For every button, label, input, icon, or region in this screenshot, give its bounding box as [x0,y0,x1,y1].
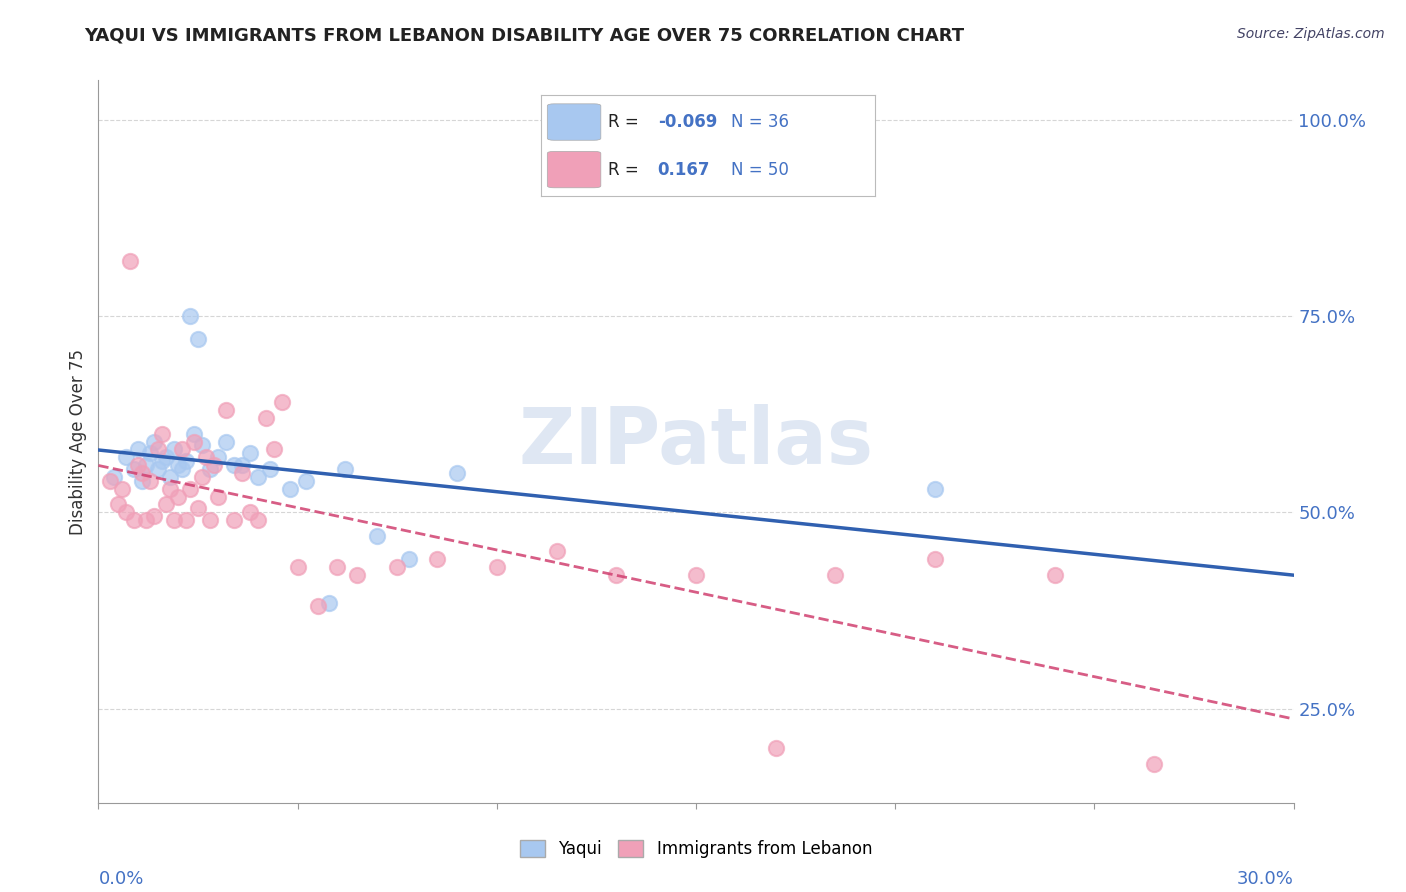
Point [98,474,122,488]
Point [254,411,277,425]
Point [143,509,166,524]
Point [167,458,190,472]
Point [231,458,253,472]
Point [139,474,162,488]
Point [685,568,707,582]
Point [187,333,209,347]
Point [824,568,846,582]
Point [215,434,238,449]
Point [446,466,468,480]
Point [924,552,946,566]
Point [135,458,157,472]
Point [207,490,229,504]
Point [115,505,138,519]
Point [335,462,357,476]
Point [222,458,245,472]
Point [172,442,194,457]
Point [1043,568,1066,582]
Legend: Yaqui, Immigrants from Lebanon: Yaqui, Immigrants from Lebanon [512,832,880,867]
Point [187,501,209,516]
Point [115,450,138,465]
Point [485,560,508,574]
Point [150,454,173,468]
Point [924,482,946,496]
Point [239,505,262,519]
Point [159,482,181,496]
Point [120,254,142,268]
Point [1143,756,1166,771]
Text: 30.0%: 30.0% [1237,870,1294,888]
Point [139,446,162,460]
Text: YAQUI VS IMMIGRANTS FROM LEBANON DISABILITY AGE OVER 75 CORRELATION CHART: YAQUI VS IMMIGRANTS FROM LEBANON DISABIL… [84,27,965,45]
Y-axis label: Disability Age Over 75: Disability Age Over 75 [69,349,87,534]
Point [287,560,309,574]
Point [231,466,253,480]
Point [294,474,316,488]
Point [366,529,388,543]
Point [103,470,125,484]
Point [179,482,201,496]
Point [426,552,449,566]
Point [172,462,194,476]
Point [278,482,301,496]
Point [222,513,245,527]
Point [107,497,129,511]
Point [195,450,218,465]
Point [202,458,225,472]
Point [270,395,292,409]
Point [148,442,170,457]
Point [183,426,205,441]
Point [259,462,281,476]
Point [127,442,149,457]
Point [765,740,787,755]
Point [135,513,157,527]
Point [263,442,285,457]
Point [131,474,153,488]
Text: Source: ZipAtlas.com: Source: ZipAtlas.com [1237,27,1385,41]
Point [215,403,238,417]
Point [124,462,146,476]
Point [605,568,627,582]
Point [163,513,186,527]
Point [239,446,262,460]
Text: ZIPatlas: ZIPatlas [519,403,873,480]
Point [246,470,269,484]
Point [124,513,146,527]
Point [167,490,190,504]
Point [326,560,349,574]
Point [131,466,153,480]
Point [398,552,420,566]
Point [143,434,166,449]
Point [150,426,173,441]
Point [159,470,181,484]
Point [179,309,201,323]
Point [183,434,205,449]
Point [191,438,214,452]
Text: 0.0%: 0.0% [98,870,143,888]
Point [307,599,329,614]
Point [198,462,221,476]
Point [385,560,409,574]
Point [198,513,221,527]
Point [111,482,134,496]
Point [155,497,177,511]
Point [246,513,269,527]
Point [174,513,197,527]
Point [346,568,368,582]
Point [546,544,568,558]
Point [174,454,197,468]
Point [155,450,177,465]
Point [148,462,170,476]
Point [163,442,186,457]
Point [207,450,229,465]
Point [318,595,340,609]
Point [127,458,149,472]
Point [191,470,214,484]
